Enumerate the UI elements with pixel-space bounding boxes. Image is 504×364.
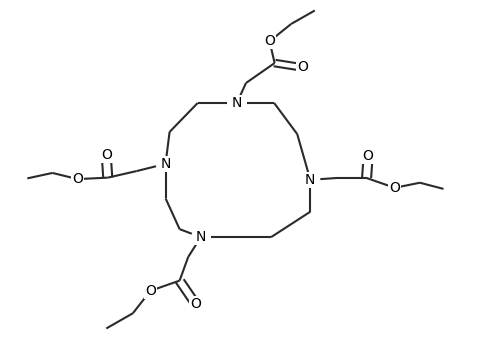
- Text: O: O: [264, 34, 275, 48]
- Text: O: O: [297, 60, 308, 74]
- Text: N: N: [305, 173, 316, 187]
- Text: O: O: [72, 172, 83, 186]
- Text: N: N: [196, 230, 206, 244]
- Text: O: O: [101, 148, 112, 162]
- Text: O: O: [389, 181, 400, 195]
- Text: N: N: [232, 96, 242, 110]
- Text: O: O: [191, 297, 201, 311]
- Text: O: O: [363, 149, 373, 163]
- Text: N: N: [160, 157, 171, 171]
- Text: O: O: [145, 284, 156, 298]
